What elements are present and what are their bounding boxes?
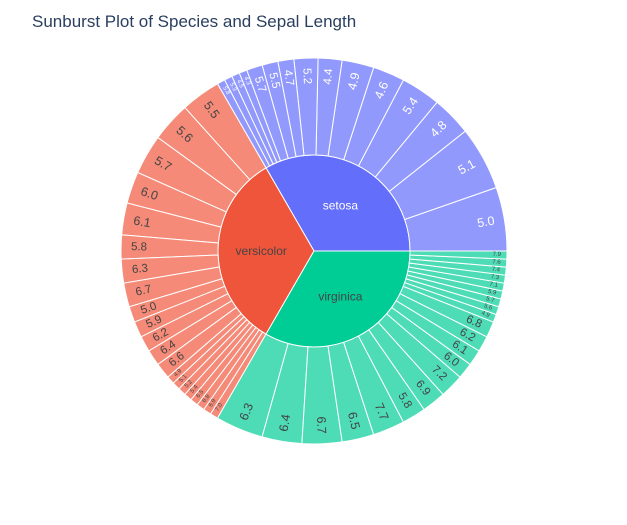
outer-label-versicolor-6.3: 6.3 (131, 262, 148, 276)
outer-wedge-setosa-4.8[interactable] (374, 101, 466, 193)
outer-label-virginica-5.7: 5.7 (485, 296, 495, 304)
outer-label-versicolor-4.9: 4.9 (173, 368, 184, 378)
outer-wedge-setosa-4.9[interactable] (327, 59, 375, 161)
outer-label-versicolor-6.5: 6.5 (195, 389, 205, 400)
outer-label-setosa-4.9: 4.9 (345, 71, 363, 91)
outer-label-virginica-7.9: 7.9 (493, 252, 502, 258)
outer-label-virginica-6.5: 6.5 (345, 411, 363, 431)
outer-label-virginica-7.1: 7.1 (489, 282, 499, 290)
outer-wedge-versicolor-6.7[interactable] (123, 266, 223, 308)
outer-wedge-setosa-5.4[interactable] (357, 79, 438, 178)
inner-ring (217, 154, 411, 348)
outer-wedge-setosa-4.4[interactable] (315, 57, 343, 157)
inner-label-versicolor: versicolor (236, 244, 287, 258)
outer-label-virginica-5.9: 5.9 (487, 289, 497, 297)
outer-wedge-versicolor-6.4[interactable] (148, 300, 238, 366)
outer-wedge-virginica-6.0[interactable] (385, 306, 471, 378)
outer-wedge-setosa-5.7[interactable] (246, 64, 289, 162)
outer-wedge-versicolor-6.2[interactable] (140, 293, 233, 352)
outer-label-versicolor-6.0: 6.0 (139, 184, 160, 203)
outer-label-versicolor-6.8: 6.8 (202, 393, 212, 404)
inner-label-setosa: setosa (323, 198, 359, 212)
labels: setosa5.05.14.85.44.64.94.45.24.75.55.74… (131, 68, 502, 435)
outer-label-versicolor-5.8: 5.8 (131, 241, 147, 253)
outer-label-virginica-6.7: 6.7 (314, 416, 329, 434)
outer-wedge-versicolor-6.3[interactable] (120, 254, 220, 284)
outer-wedge-setosa-5.1[interactable] (388, 130, 497, 221)
outer-wedge-setosa-4.7[interactable] (277, 58, 305, 158)
outer-label-versicolor-5.0: 5.0 (139, 300, 158, 317)
outer-label-virginica-7.7: 7.7 (372, 401, 392, 422)
outer-wedge-virginica-7.7[interactable] (343, 335, 405, 436)
outer-label-setosa-5.2: 5.2 (300, 68, 313, 84)
outer-label-setosa-5.3: 5.3 (228, 82, 237, 93)
outer-wedge-virginica-6.9[interactable] (368, 321, 444, 411)
outer-label-versicolor-7.0: 7.0 (215, 402, 225, 413)
outer-label-setosa-5.0: 5.0 (476, 214, 496, 231)
outer-wedge-virginica-7.2[interactable] (377, 313, 461, 396)
outer-wedge-virginica-5.8[interactable] (357, 329, 425, 423)
outer-wedge-setosa-5.5[interactable] (261, 60, 297, 160)
outer-label-virginica-4.9: 4.9 (480, 310, 491, 319)
outer-label-versicolor-6.9: 6.9 (208, 398, 218, 409)
outer-wedge-versicolor-6.6[interactable] (157, 306, 243, 378)
outer-label-versicolor-5.9: 5.9 (144, 313, 163, 330)
outer-wedge-versicolor-6.0[interactable] (126, 171, 227, 228)
outer-label-virginica-6.8: 6.8 (464, 313, 483, 330)
outer-wedge-versicolor-5.6[interactable] (157, 106, 251, 196)
outer-wedge-setosa-5.2[interactable] (293, 57, 319, 157)
outer-label-versicolor-5.4: 5.4 (190, 384, 200, 395)
outer-label-setosa-4.6: 4.6 (372, 80, 392, 101)
outer-label-setosa-5.8: 5.8 (221, 86, 231, 97)
outer-wedge-versicolor-5.7[interactable] (137, 136, 238, 213)
outer-wedge-virginica-6.2[interactable] (395, 293, 488, 352)
outer-label-versicolor-5.2: 5.2 (184, 379, 195, 390)
outer-label-versicolor-6.1: 6.1 (132, 214, 152, 231)
outer-label-setosa-4.7: 4.7 (281, 69, 295, 87)
outer-label-setosa-4.3: 4.3 (242, 76, 251, 87)
outer-wedge-virginica-7.9[interactable] (409, 250, 508, 260)
outer-wedge-setosa-4.6[interactable] (343, 66, 405, 167)
outer-label-virginica-5.6: 5.6 (483, 303, 493, 311)
outer-label-versicolor-5.1: 5.1 (178, 373, 189, 384)
outer-label-virginica-6.3: 6.3 (237, 401, 257, 422)
outer-wedge-virginica-6.7[interactable] (301, 345, 343, 445)
outer-wedge-versicolor-5.5[interactable] (184, 83, 267, 181)
outer-wedge-versicolor-6.1[interactable] (121, 202, 222, 244)
outer-label-setosa-4.4: 4.4 (322, 68, 335, 86)
outer-wedge-versicolor-5.0[interactable] (128, 278, 226, 323)
outer-label-versicolor-6.7: 6.7 (134, 283, 152, 298)
outer-wedge-virginica-6.5[interactable] (327, 341, 375, 443)
chart-title: Sunburst Plot of Species and Sepal Lengt… (32, 12, 357, 31)
outer-ring (120, 57, 508, 445)
outer-wedge-virginica-6.3[interactable] (216, 333, 289, 438)
outer-wedge-versicolor-5.9[interactable] (133, 285, 229, 338)
outer-label-setosa-5.7: 5.7 (252, 75, 268, 94)
outer-wedge-versicolor-5.8[interactable] (120, 234, 219, 260)
outer-label-virginica-7.6: 7.6 (492, 259, 501, 266)
outer-label-setosa-4.5: 4.5 (235, 79, 244, 90)
outer-label-setosa-5.5: 5.5 (266, 71, 281, 89)
outer-wedge-virginica-6.4[interactable] (261, 342, 309, 445)
outer-label-virginica-7.4: 7.4 (491, 267, 501, 274)
outer-label-virginica-6.4: 6.4 (277, 413, 294, 433)
outer-label-virginica-7.3: 7.3 (490, 274, 500, 281)
outer-wedge-virginica-6.8[interactable] (399, 285, 495, 338)
inner-label-virginica: virginica (318, 290, 362, 304)
outer-wedge-virginica-6.1[interactable] (390, 300, 480, 366)
